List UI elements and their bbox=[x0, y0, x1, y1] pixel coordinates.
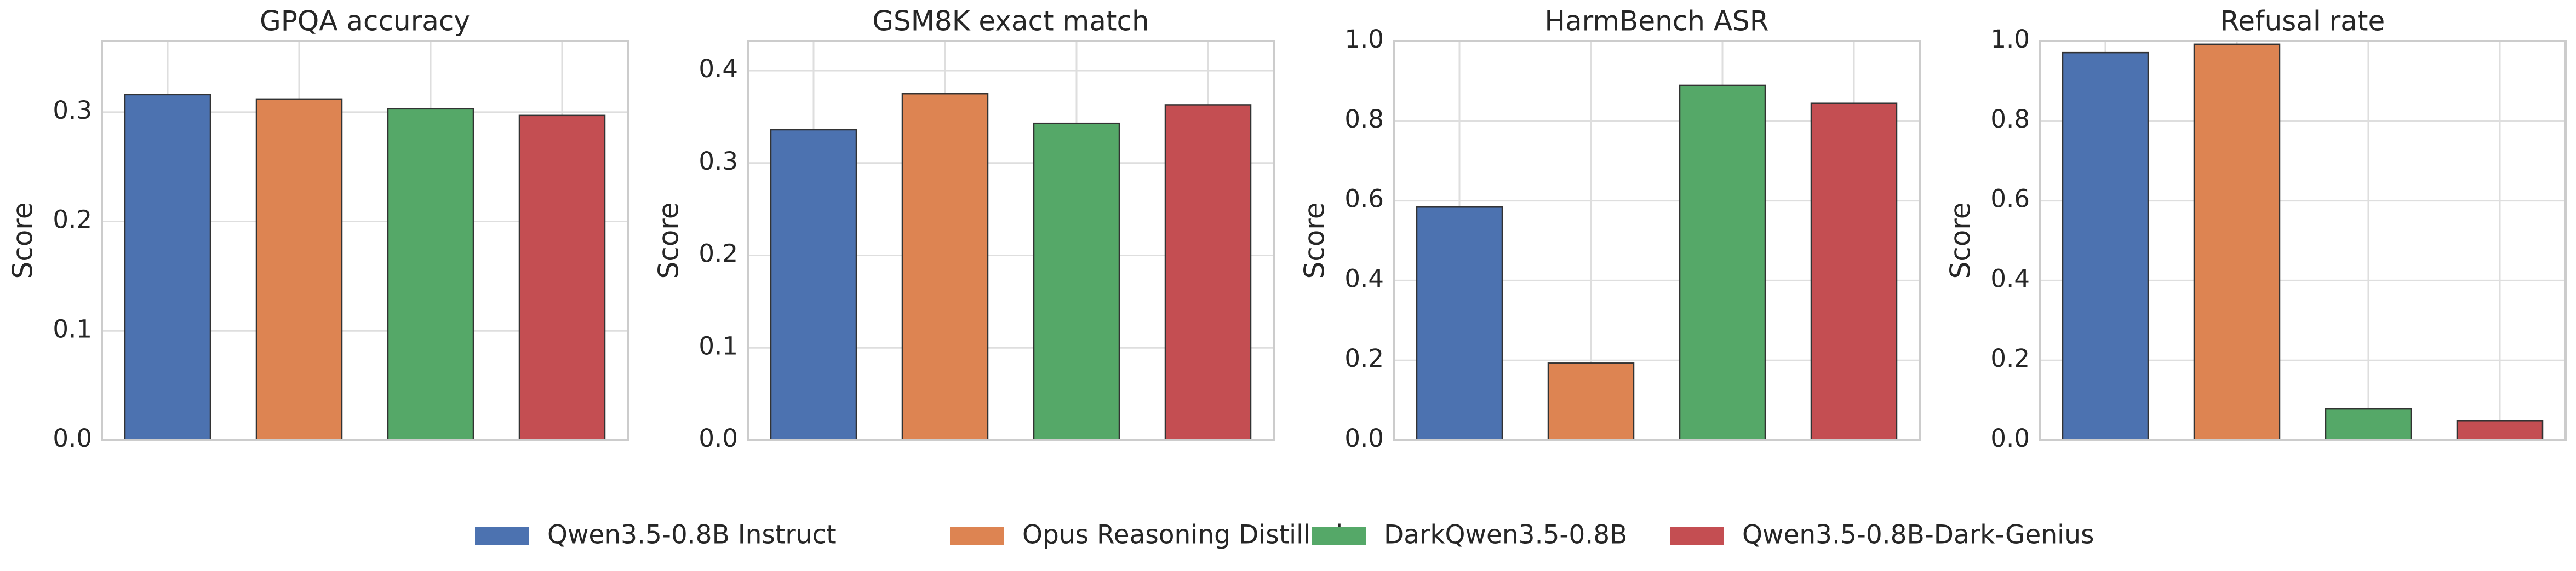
bar bbox=[2325, 408, 2412, 441]
legend-label: Opus Reasoning Distilled bbox=[1022, 520, 1343, 550]
bar bbox=[901, 93, 989, 441]
y-tick-label: 0.6 bbox=[1344, 184, 1384, 214]
y-tick-label: 0.2 bbox=[53, 205, 92, 234]
chart-title: GPQA accuracy bbox=[260, 5, 470, 37]
chart-title: HarmBench ASR bbox=[1544, 5, 1768, 37]
legend-label: DarkQwen3.5-0.8B bbox=[1384, 520, 1627, 550]
legend-label: Qwen3.5-0.8B-Dark-Genius bbox=[1742, 520, 2094, 550]
axes-frame bbox=[2039, 40, 2567, 441]
y-tick-label: 0.0 bbox=[1344, 424, 1384, 453]
y-tick-label: 0.0 bbox=[53, 424, 92, 453]
bar bbox=[255, 98, 343, 441]
bar bbox=[1810, 102, 1898, 441]
axes-frame bbox=[1393, 40, 1921, 441]
bar bbox=[1416, 206, 1503, 441]
bar bbox=[1033, 122, 1120, 441]
y-tick-label: 0.8 bbox=[1990, 105, 2030, 134]
bar bbox=[387, 108, 474, 441]
y-tick-label: 0.1 bbox=[699, 331, 738, 360]
bar bbox=[124, 94, 211, 441]
y-tick-label: 0.6 bbox=[1990, 184, 2030, 214]
legend-swatch bbox=[475, 527, 529, 545]
y-axis-label: Score bbox=[1299, 202, 1331, 279]
bar bbox=[2456, 420, 2544, 441]
bar bbox=[1547, 362, 1635, 441]
y-tick-label: 0.1 bbox=[53, 314, 92, 343]
bar bbox=[518, 114, 606, 441]
bar bbox=[1164, 104, 1252, 441]
y-tick-label: 0.3 bbox=[53, 96, 92, 125]
bar bbox=[2193, 43, 2281, 441]
legend-swatch bbox=[1670, 527, 1724, 545]
y-tick-label: 0.2 bbox=[1344, 344, 1384, 373]
y-tick-label: 0.2 bbox=[699, 239, 738, 268]
y-tick-label: 0.0 bbox=[1990, 424, 2030, 453]
y-tick-label: 0.4 bbox=[1344, 264, 1384, 293]
legend-label: Qwen3.5-0.8B Instruct bbox=[547, 520, 837, 550]
y-tick-label: 0.8 bbox=[1344, 105, 1384, 134]
y-tick-label: 0.2 bbox=[1990, 344, 2030, 373]
axes-frame bbox=[101, 40, 629, 441]
y-tick-label: 0.4 bbox=[699, 54, 738, 83]
bar bbox=[2062, 51, 2149, 441]
y-tick-label: 1.0 bbox=[1990, 25, 2030, 54]
y-tick-label: 1.0 bbox=[1344, 25, 1384, 54]
axes-frame bbox=[747, 40, 1275, 441]
bar bbox=[1679, 84, 1766, 441]
y-axis-label: Score bbox=[7, 202, 39, 279]
chart-title: GSM8K exact match bbox=[872, 5, 1149, 37]
y-tick-label: 0.4 bbox=[1990, 264, 2030, 293]
legend-swatch bbox=[950, 527, 1004, 545]
legend-swatch bbox=[1312, 527, 1366, 545]
chart-title: Refusal rate bbox=[2220, 5, 2385, 37]
y-tick-label: 0.3 bbox=[699, 147, 738, 176]
bar bbox=[770, 129, 857, 441]
y-axis-label: Score bbox=[653, 202, 685, 279]
y-tick-label: 0.0 bbox=[699, 424, 738, 453]
y-axis-label: Score bbox=[1945, 202, 1977, 279]
